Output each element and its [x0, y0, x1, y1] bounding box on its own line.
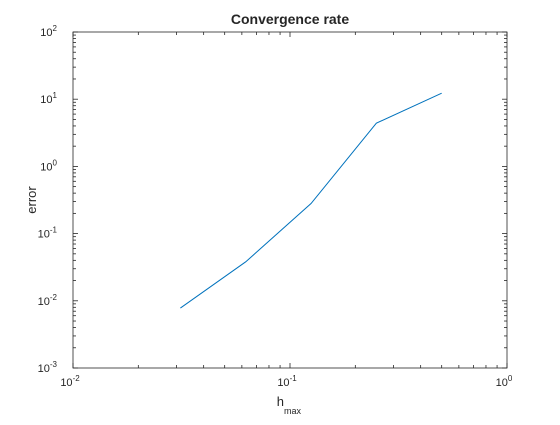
x-tick-label-exponent: -1 — [290, 374, 298, 383]
plot-area — [73, 32, 507, 368]
y-tick-label-exponent: -3 — [50, 360, 58, 369]
x-tick-label: 10-2 — [60, 374, 80, 389]
x-tick-label-base: 10 — [277, 377, 289, 389]
chart-title: Convergence rate — [231, 11, 349, 27]
y-axis-label: error — [24, 186, 39, 214]
y-tick-label-exponent: -1 — [50, 226, 58, 235]
y-tick-label: 100 — [40, 158, 57, 173]
y-tick-label: 10-3 — [38, 360, 58, 375]
y-tick-label-exponent: 2 — [53, 24, 58, 33]
y-tick-label-exponent: -2 — [50, 293, 58, 302]
y-tick-label: 10-2 — [38, 293, 58, 308]
y-tick-label-base: 10 — [38, 296, 50, 308]
y-tick-label: 102 — [40, 24, 57, 39]
y-tick-label-exponent: 1 — [53, 91, 58, 100]
y-tick-label-exponent: 0 — [53, 158, 58, 167]
x-tick-label-base: 10 — [496, 377, 508, 389]
y-tick-label-base: 10 — [38, 363, 50, 375]
x-tick-label-exponent: -2 — [73, 374, 81, 383]
x-axis-label-subscript: max — [284, 406, 302, 416]
x-axis-label-base: h — [277, 394, 284, 409]
x-tick-label-base: 10 — [60, 377, 72, 389]
y-tick-label: 101 — [40, 91, 57, 106]
y-tick-label-base: 10 — [40, 161, 52, 173]
x-tick-label: 10-1 — [277, 374, 297, 389]
y-tick-label-base: 10 — [40, 94, 52, 106]
series-layer — [180, 92, 442, 309]
series-line-0 — [180, 92, 442, 309]
y-tick-label: 10-1 — [38, 226, 58, 241]
y-tick-label-base: 10 — [40, 27, 52, 39]
plot-box — [72, 31, 508, 369]
x-tick-label-exponent: 0 — [508, 374, 513, 383]
x-tick-label: 100 — [496, 374, 513, 389]
y-tick-label-base: 10 — [38, 229, 50, 241]
